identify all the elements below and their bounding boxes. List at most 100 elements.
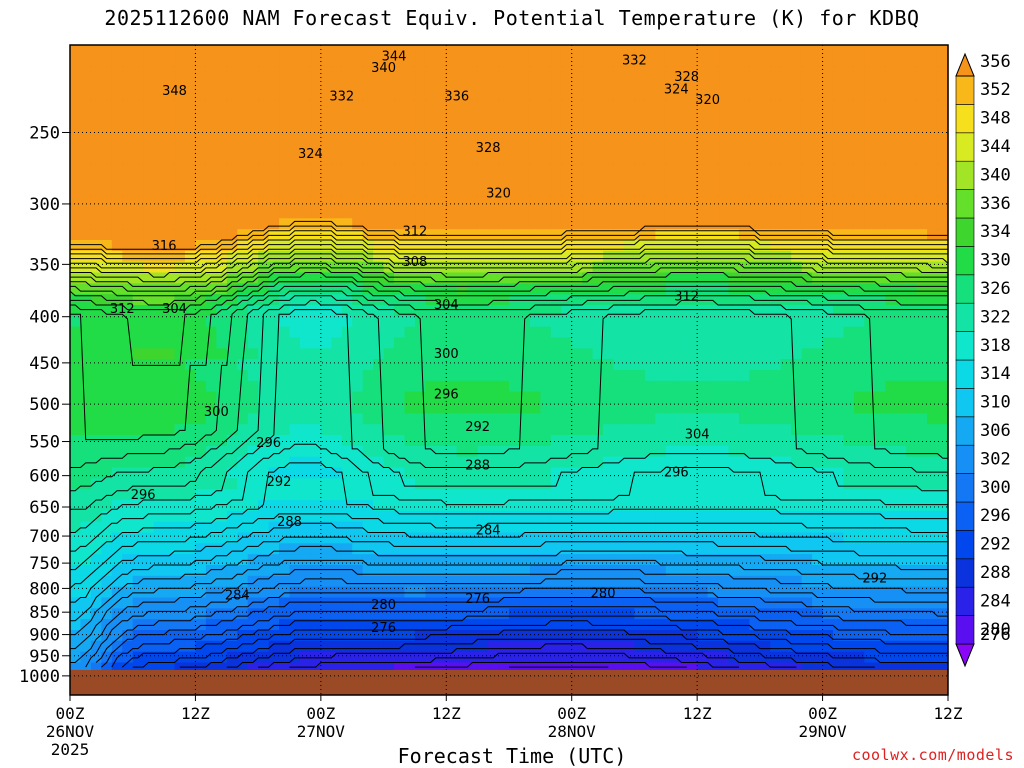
field-cell (341, 575, 353, 588)
field-cell (435, 478, 447, 490)
field-cell (477, 651, 489, 664)
field-cell (205, 250, 217, 263)
field-cell (634, 380, 646, 393)
field-cell (592, 315, 604, 328)
field-cell (394, 500, 406, 512)
field-cell (916, 640, 928, 653)
field-cell (435, 543, 447, 555)
field-cell (435, 305, 447, 317)
isopleth-line (70, 295, 948, 492)
field-cell (373, 543, 385, 555)
field-cell (216, 489, 228, 501)
field-cell (540, 66, 552, 79)
field-cell (320, 294, 332, 306)
field-cell (686, 575, 698, 588)
field-cell (738, 120, 751, 133)
field-cell (404, 586, 416, 599)
field-cell (373, 565, 385, 577)
field-cell (529, 164, 541, 176)
field-cell (80, 586, 92, 599)
field-cell (676, 261, 688, 274)
field-cell (916, 185, 928, 198)
field-cell (738, 294, 751, 306)
field-cell (467, 640, 479, 653)
field-cell (780, 413, 792, 425)
field-cell (279, 445, 291, 458)
field-cell (352, 619, 364, 631)
field-cell (697, 543, 709, 555)
field-cell (550, 370, 562, 382)
field-cell (906, 651, 918, 664)
field-cell (864, 164, 876, 176)
field-cell (216, 554, 228, 566)
field-cell (279, 261, 291, 274)
field-cell (613, 608, 625, 620)
field-cell (791, 196, 803, 209)
field-cell (279, 651, 291, 664)
field-cell (895, 283, 907, 295)
field-cell (373, 66, 385, 79)
field-cell (780, 435, 792, 447)
field-cell (279, 185, 291, 198)
field-cell (822, 597, 834, 609)
field-cell (770, 283, 782, 295)
field-cell (529, 131, 541, 144)
field-cell (812, 565, 824, 577)
field-cell (540, 240, 552, 252)
field-cell (122, 66, 134, 79)
field-cell (864, 391, 876, 404)
field-cell (592, 272, 604, 284)
field-cell (801, 608, 813, 620)
field-cell (268, 315, 280, 328)
field-cell (414, 305, 426, 317)
field-cell (216, 185, 228, 198)
field-cell (352, 543, 364, 555)
field-cell (906, 305, 918, 317)
field-cell (603, 153, 615, 165)
field-cell (205, 478, 217, 490)
field-cell (718, 337, 730, 349)
field-cell (289, 662, 301, 674)
field-cell (697, 554, 709, 566)
field-cell (665, 489, 677, 501)
field-cell (686, 554, 698, 566)
field-cell (592, 402, 604, 414)
field-cell (247, 99, 259, 111)
field-cell (738, 261, 751, 274)
field-cell (310, 66, 322, 79)
field-cell (446, 380, 458, 393)
field-cell (488, 88, 500, 100)
field-cell (592, 532, 604, 544)
field-cell (279, 250, 291, 263)
field-cell (101, 651, 113, 664)
field-cell (373, 608, 385, 620)
field-cell (111, 196, 123, 209)
field-cell (101, 283, 113, 295)
field-cell (613, 370, 625, 382)
field-cell (665, 402, 677, 414)
field-cell (425, 413, 437, 425)
field-cell (895, 45, 907, 57)
field-cell (916, 326, 928, 339)
field-cell (686, 445, 698, 458)
field-cell (686, 66, 698, 79)
field-cell (488, 348, 500, 360)
field-cell (655, 294, 667, 306)
field-cell (801, 651, 813, 664)
field-cell (613, 489, 625, 501)
field-cell (738, 55, 751, 68)
field-cell (498, 532, 510, 544)
field-cell (937, 619, 949, 631)
field-cell (299, 240, 312, 252)
field-cell (80, 120, 92, 133)
field-cell (289, 500, 301, 512)
field-cell (655, 586, 667, 599)
field-cell (456, 445, 468, 458)
field-cell (289, 196, 301, 209)
field-cell (404, 651, 416, 664)
field-cell (205, 391, 217, 404)
field-cell (749, 142, 761, 154)
field-cell (613, 229, 625, 241)
field-cell (728, 510, 740, 523)
